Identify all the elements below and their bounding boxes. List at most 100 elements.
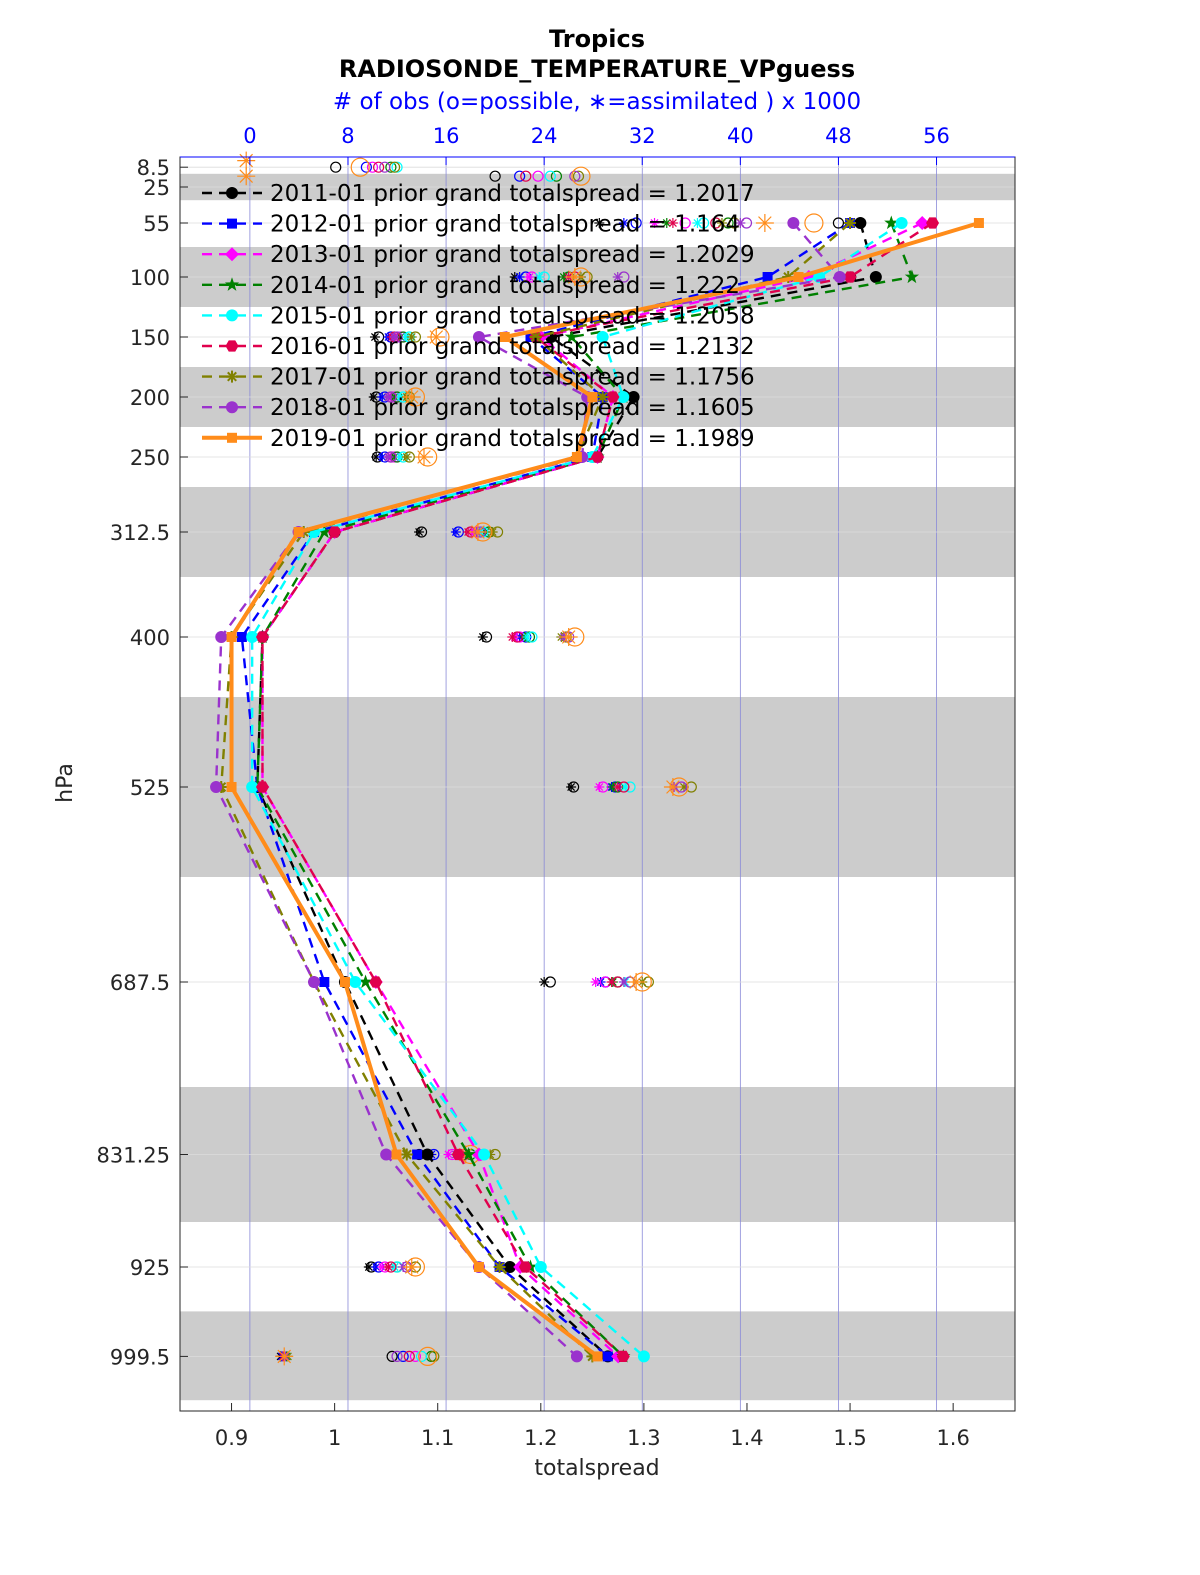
obs-assimilated-4-2 xyxy=(692,218,703,228)
legend-entry-4: 2015-01 prior grand totalspread = 1.2058 xyxy=(270,303,755,329)
legend-marker-6 xyxy=(226,370,238,383)
obs-assimilated-3-6-stroke-3 xyxy=(390,453,399,461)
series-point-7-11 xyxy=(570,1350,583,1363)
obs-assimilated-8-10-stroke-3 xyxy=(629,975,643,989)
series-point-5-1 xyxy=(843,271,857,283)
obs-possible-2-13 xyxy=(409,1350,422,1363)
series-point-5-4 xyxy=(591,451,604,463)
legend-marker-5 xyxy=(225,340,239,352)
legend-entry-1: 2012-01 prior grand totalspread = 1.164 xyxy=(270,212,740,238)
y-tick-label-9: 525 xyxy=(130,776,170,800)
obs-assimilated-5-8-stroke-3 xyxy=(508,633,517,641)
series-point-8-8 xyxy=(339,977,350,987)
series-point-0-9 xyxy=(421,1148,434,1161)
obs-possible-6-1 xyxy=(572,170,585,182)
series-point-8-10 xyxy=(473,1262,484,1272)
legend-marker-5-shape xyxy=(225,340,239,352)
obs-assimilated-0-9 xyxy=(566,782,577,792)
series-point-5-0-shape xyxy=(926,217,940,229)
obs-assimilated-8-9-stroke-3 xyxy=(666,780,680,794)
series-point-0-0-shape xyxy=(854,217,867,229)
obs-assimilated-2-3-stroke-3 xyxy=(525,273,534,281)
legend-entry-7: 2018-01 prior grand totalspread = 1.1605 xyxy=(270,395,755,421)
series-point-5-10-shape xyxy=(518,1261,532,1273)
obs-assimilated-8-1-stroke-3 xyxy=(239,169,253,183)
legend-marker-1 xyxy=(227,218,237,229)
series-point-8-1 xyxy=(793,272,804,282)
obs-possible-8-13 xyxy=(418,1346,438,1367)
obs-assimilated-0-4-stroke-3 xyxy=(370,333,379,341)
y-tick-label-2: 55 xyxy=(143,212,170,236)
legend-entry-2: 2013-01 prior grand totalspread = 1.2029 xyxy=(270,242,755,268)
obs-assimilated-3-2-stroke-3 xyxy=(662,219,671,227)
series-point-7-0 xyxy=(787,217,800,229)
obs-assimilated-8-0-stroke-3 xyxy=(239,153,253,168)
series-line-0 xyxy=(256,222,878,1358)
obs-assimilated-1-2-stroke-3 xyxy=(619,219,628,227)
series-line-7 xyxy=(214,222,843,1358)
obs-assimilated-2-10-stroke-3 xyxy=(591,978,600,986)
obs-possible-5-1 xyxy=(520,170,532,182)
legend-marker-4-shape xyxy=(226,309,238,322)
legend-entry-3: 2014-01 prior grand totalspread = 1.222 xyxy=(270,273,740,299)
obs-assimilated-1-3 xyxy=(514,272,525,282)
series-point-4-7 xyxy=(246,781,259,793)
series-point-5-5-shape xyxy=(328,526,342,538)
grid-lines xyxy=(180,157,1015,1411)
chart-subtitle: RADIOSONDE_TEMPERATURE_VPguess xyxy=(339,55,855,83)
series-point-7-8 xyxy=(308,976,321,988)
series-point-7-9-shape xyxy=(380,1148,393,1161)
obs-assimilated-0-7-stroke-3 xyxy=(415,528,424,536)
legend-entry-6: 2017-01 prior grand totalspread = 1.1756 xyxy=(270,365,755,391)
series-point-3-1 xyxy=(904,269,920,284)
obs-assimilated-8-3 xyxy=(565,268,584,286)
obs-possible-5-13 xyxy=(403,1350,415,1363)
obs-assimilated-8-5 xyxy=(402,388,421,406)
obs-assimilated-5-2-stroke-3 xyxy=(668,219,677,227)
x-tick-label-0: 0.9 xyxy=(215,1426,248,1450)
y-tick-label-4: 150 xyxy=(130,326,170,350)
series-point-4-6-shape xyxy=(246,631,259,643)
obs-assimilated-8-4 xyxy=(427,328,446,346)
x-tick-label-2: 1.1 xyxy=(421,1426,454,1450)
obs-assimilated-7-5-stroke-3 xyxy=(384,393,393,401)
series-point-0-9-shape xyxy=(421,1148,434,1161)
obs-assimilated-1-7 xyxy=(450,527,461,537)
obs-assimilated-8-12-stroke-3 xyxy=(404,1260,419,1274)
legend: 2011-01 prior grand totalspread = 1.2017… xyxy=(202,181,755,452)
obs-possible-1-13 xyxy=(397,1350,409,1363)
obs-assimilated-6-2 xyxy=(716,218,727,228)
series-point-8-7-shape xyxy=(226,782,237,792)
series-point-4-8 xyxy=(349,976,362,988)
legend-marker-0-shape xyxy=(226,187,238,199)
y-tick-label-0: 8.5 xyxy=(137,156,170,180)
series-point-0-1-shape xyxy=(869,271,882,283)
series-point-0-1 xyxy=(869,271,882,283)
obs-assimilated-0-5 xyxy=(368,392,379,402)
obs-assimilated-0-5-stroke-3 xyxy=(369,393,378,401)
series-point-4-9-shape xyxy=(478,1148,491,1161)
x-tick-label-3: 1.2 xyxy=(524,1426,557,1450)
obs-assimilated-8-6-stroke-3 xyxy=(417,450,431,464)
obs-assimilated-0-2-stroke-3 xyxy=(595,219,604,227)
obs-assimilated-8-6 xyxy=(415,448,434,466)
series-point-1-11 xyxy=(602,1351,613,1362)
top-axis-label: # of obs (o=possible, ∗=assimilated ) x … xyxy=(333,89,861,115)
series-point-4-10-shape xyxy=(534,1261,547,1273)
series-point-6-3 xyxy=(596,391,609,403)
series-point-8-3 xyxy=(587,392,598,402)
obs-assimilated-4-5 xyxy=(395,392,406,402)
y-tick-label-3: 100 xyxy=(130,266,170,290)
obs-assimilated-6-4-stroke-3 xyxy=(407,333,416,341)
y-tick-label-12: 925 xyxy=(130,1256,170,1280)
obs-possible-8-2 xyxy=(804,213,824,233)
series-point-4-7-shape xyxy=(246,781,259,793)
obs-possible-8-0 xyxy=(350,157,370,177)
obs-assimilated-4-5-stroke-3 xyxy=(396,393,405,401)
obs-possible-2-0 xyxy=(366,161,379,173)
obs-assimilated-8-1 xyxy=(237,167,256,186)
series-point-4-10 xyxy=(534,1261,547,1273)
obs-assimilated-5-2 xyxy=(667,218,678,228)
obs-assimilated-4-3 xyxy=(534,272,545,282)
series-point-8-10-shape xyxy=(473,1262,484,1272)
